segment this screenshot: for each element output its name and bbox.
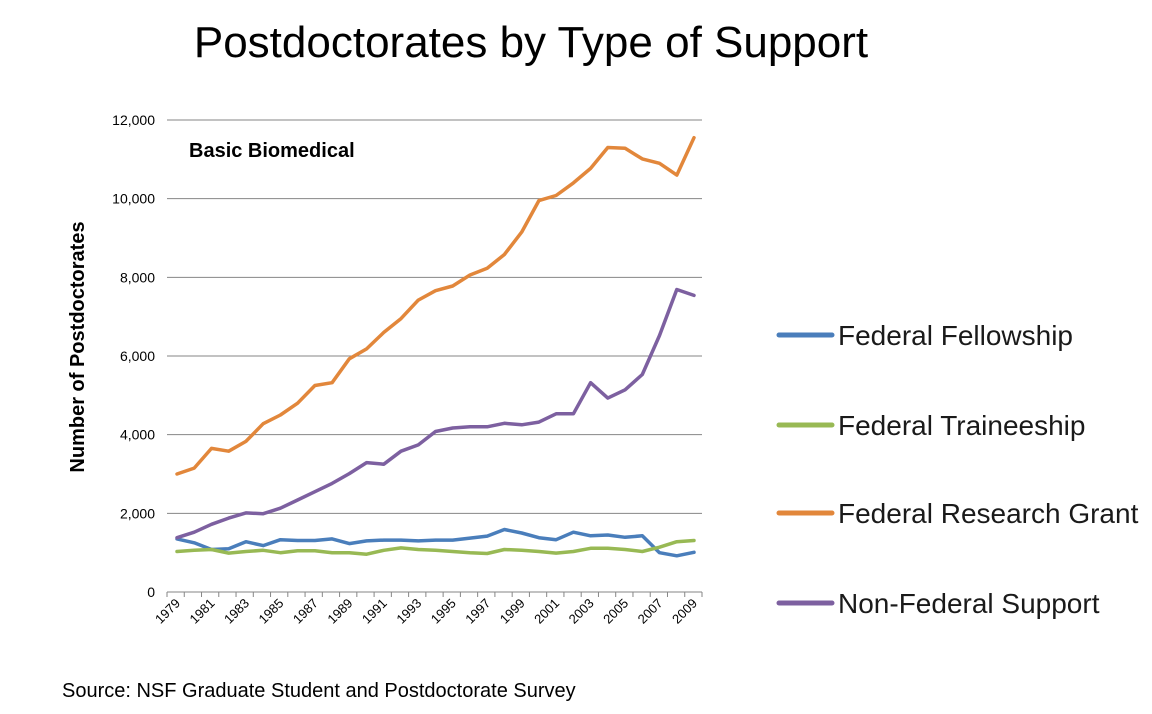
x-tick-label: 2003 [566,596,597,627]
x-tick-label: 2009 [669,596,700,627]
series-line-federal-fellowship [175,527,696,558]
legend-label-non-federal-support: Non-Federal Support [838,588,1100,619]
slide-title: Postdoctorates by Type of Support [193,18,869,67]
y-tick-label: 6,000 [120,348,155,364]
series-line-non-federal-support [175,287,696,540]
legend-label-federal-traineeship: Federal Traineeship [838,410,1085,441]
series-lines [175,135,696,558]
y-tick-label: 12,000 [112,112,155,128]
x-tick-label: 1989 [324,596,355,627]
x-tick-label: 1985 [255,596,286,627]
x-tick-label: 2005 [600,596,631,627]
x-tick-label: 1997 [462,596,493,627]
x-tick-label: 1979 [152,596,183,627]
y-axis-label: Number of Postdoctorates [67,221,89,472]
source-note: Source: NSF Graduate Student and Postdoc… [62,680,576,702]
x-tick-label: 1991 [359,596,390,627]
series-line-federal-research-grant [175,135,696,476]
y-tick-label: 0 [147,584,155,600]
x-tick-label: 1987 [290,596,321,627]
x-axis [166,591,703,597]
chart-annotation: Basic Biomedical [189,140,355,162]
x-tick-label: 1981 [187,596,218,627]
y-tick-label: 10,000 [112,191,155,207]
legend-label-federal-fellowship: Federal Fellowship [838,320,1073,351]
y-axis-ticks: 0 2,000 4,000 6,000 8,000 10,000 12,000 [112,112,155,600]
y-tick-label: 8,000 [120,269,155,285]
x-tick-label: 2007 [635,596,666,627]
legend-label-federal-research-grant: Federal Research Grant [838,498,1139,529]
x-axis-ticks: 1979 1981 1983 1985 1987 1989 1991 1993 1995 1997… [152,596,700,627]
x-tick-label: 1999 [497,596,528,627]
y-tick-label: 4,000 [120,427,155,443]
gridlines [167,119,702,514]
x-tick-label: 1993 [393,596,424,627]
x-tick-label: 1983 [221,596,252,627]
y-tick-label: 2,000 [120,505,155,521]
series-line-federal-traineeship [175,538,696,556]
legend: Federal Fellowship Federal Traineeship Fed… [776,320,1139,619]
x-tick-label: 1995 [428,596,459,627]
x-tick-label: 2001 [531,596,562,627]
